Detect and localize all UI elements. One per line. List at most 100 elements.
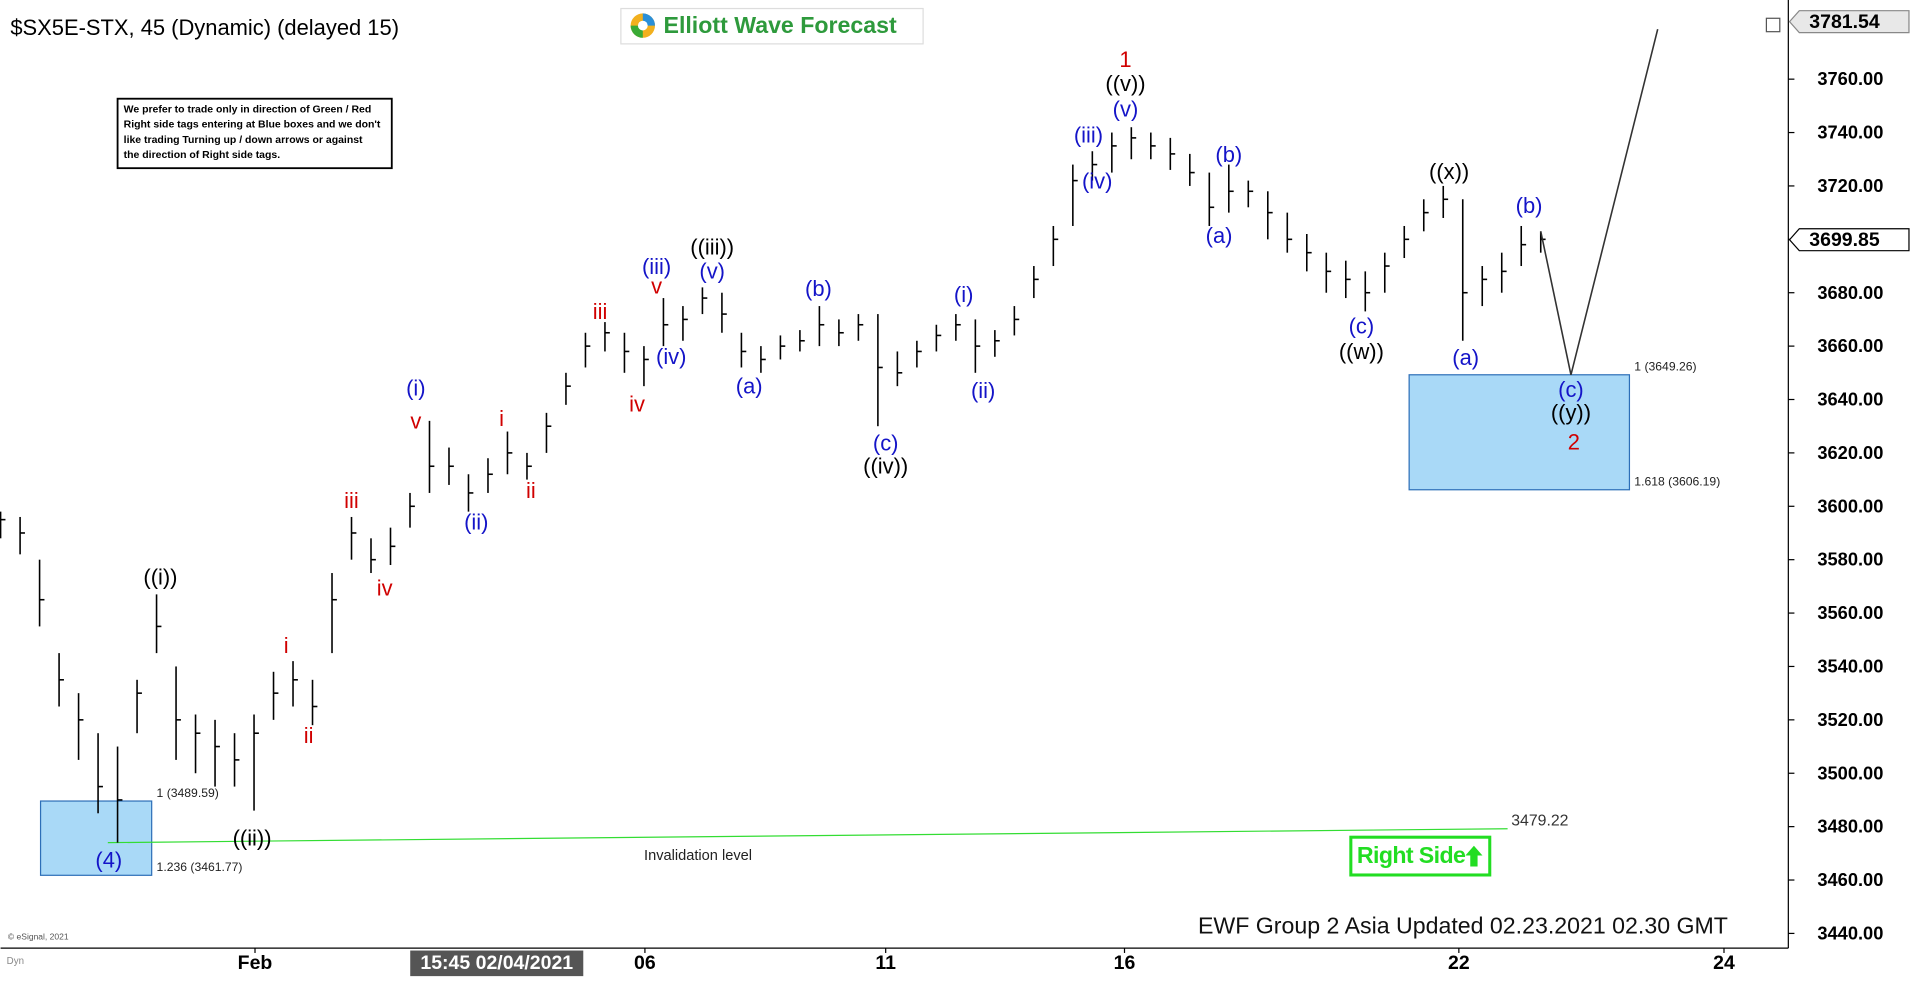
wave-label: (a)	[736, 373, 763, 398]
footer: EWF Group 2 Asia Updated 02.23.2021 02.3…	[1198, 912, 1728, 938]
wave-label: i	[499, 406, 504, 431]
x-tick-label: 06	[634, 952, 656, 974]
invalidation-value: 3479.22	[1511, 813, 1568, 830]
wave-label: i	[284, 633, 289, 658]
wave-label: 2	[1568, 429, 1580, 454]
high-label: 3781.54	[1809, 11, 1880, 33]
zone-label: 1 (3489.59)	[157, 786, 219, 800]
y-tick-label: 3760.00	[1817, 68, 1883, 89]
wave-label: (i)	[406, 376, 425, 401]
invalidation-label: Invalidation level	[644, 848, 752, 864]
wave-label: (c)	[1558, 377, 1584, 402]
wave-label: iv	[377, 576, 393, 601]
fib-zone	[39, 800, 153, 876]
logo-icon	[637, 20, 648, 31]
y-tick-label: 3740.00	[1817, 122, 1883, 143]
x-tick-label: 16	[1114, 952, 1136, 974]
logo: Elliott Wave Forecast	[620, 7, 924, 45]
note-line: We prefer to trade only in direction of …	[124, 104, 372, 115]
zone-label: 1.236 (3461.77)	[157, 860, 243, 874]
wave-label: iv	[629, 391, 645, 416]
note-box	[116, 97, 393, 170]
wave-label: ((i))	[143, 565, 177, 590]
x-tick-label: Feb	[238, 952, 273, 974]
y-tick-label: 3720.00	[1817, 175, 1883, 196]
crosshair-label: 15:45 02/04/2021	[420, 952, 573, 974]
up-arrow	[1465, 845, 1483, 867]
logo-text: Elliott Wave Forecast	[664, 12, 897, 38]
wave-label: ii	[304, 723, 314, 748]
x-tick-label: 22	[1448, 952, 1470, 974]
wave-label: v	[410, 409, 421, 434]
chart-title: $SX5E-STX, 45 (Dynamic) (delayed 15)	[10, 15, 399, 40]
wave-label: (ii)	[971, 378, 995, 403]
right-side-box	[1349, 835, 1492, 877]
wave-label: ((x))	[1429, 159, 1469, 184]
wave-label: ((y))	[1551, 400, 1591, 425]
wave-label: ((iv))	[863, 454, 908, 479]
wave-label: (v)	[699, 259, 725, 284]
y-tick-label: 3580.00	[1817, 549, 1883, 570]
wave-label: ((iii))	[690, 234, 734, 259]
wave-label: (c)	[873, 430, 899, 455]
wave-label: (a)	[1452, 345, 1479, 370]
y-tick-label: 3520.00	[1817, 709, 1883, 730]
fib-zone	[1408, 374, 1631, 491]
wave-label: (4)	[95, 847, 122, 872]
wave-label: v	[651, 273, 662, 298]
wave-label: (iv)	[1082, 169, 1112, 194]
wave-label: ((v))	[1105, 71, 1145, 96]
wave-label: iii	[344, 488, 359, 513]
zone-label: 1.618 (3606.19)	[1634, 475, 1720, 489]
y-tick-label: 3640.00	[1817, 389, 1883, 410]
wave-label: iii	[593, 299, 608, 324]
note-line: Right side tags entering at Blue boxes a…	[124, 120, 381, 131]
wave-label: (b)	[805, 276, 832, 301]
x-tick-label: 11	[875, 952, 896, 974]
wave-label: 1	[1119, 47, 1131, 72]
y-tick-label: 3460.00	[1817, 869, 1883, 890]
note: We prefer to trade only in direction of …	[124, 104, 381, 161]
y-tick-label: 3500.00	[1817, 762, 1883, 783]
wave-label: (iii)	[1074, 122, 1103, 147]
y-tick-label: 3540.00	[1817, 656, 1883, 677]
last-price-marker	[1788, 228, 1910, 252]
y-tick-label: 3440.00	[1817, 922, 1883, 943]
high-marker	[1788, 10, 1910, 34]
y-tick-label: 3680.00	[1817, 282, 1883, 303]
projection-line	[1539, 29, 1659, 375]
plot-area: 1 (3489.59) 1.236 (3461.77) 1 (3649.26) 1.6…	[0, 29, 1720, 876]
wave-label: (v)	[1113, 97, 1139, 122]
last-price-label: 3699.85	[1809, 229, 1880, 251]
logo-box	[620, 7, 924, 45]
y-tick-label: 3660.00	[1817, 335, 1883, 356]
badge: Dyn	[7, 956, 24, 967]
y-tick-label: 3600.00	[1817, 495, 1883, 516]
copyright: © eSignal, 2021	[8, 931, 69, 941]
wave-label: ((w))	[1339, 339, 1384, 364]
y-tick-label: 3480.00	[1817, 816, 1883, 837]
wave-label: (a)	[1206, 223, 1233, 248]
wave-label: (b)	[1516, 193, 1543, 218]
panel-icon	[1765, 17, 1781, 33]
wave-label: (iii)	[642, 254, 671, 279]
wave-label: (c)	[1349, 313, 1375, 338]
invalidation-line	[107, 828, 1508, 844]
y-tick-label: 3620.00	[1817, 442, 1883, 463]
wave-label: (ii)	[464, 510, 488, 535]
right-side-text: Right Side	[1357, 842, 1466, 868]
note-line: like trading Turning up / down arrows or…	[124, 135, 363, 146]
wave-label: (b)	[1215, 142, 1242, 167]
wave-label: ((ii))	[233, 826, 272, 851]
x-tick-label: 24	[1713, 952, 1735, 974]
wave-label: ii	[526, 478, 536, 503]
right-side-tag: Right Side	[1349, 835, 1492, 877]
crosshair-box	[410, 950, 584, 977]
wave-label: (iv)	[656, 344, 686, 369]
y-tick-label: 3560.00	[1817, 602, 1883, 623]
note-line: the direction of Right side tags.	[124, 150, 281, 161]
wave-label: (i)	[954, 282, 973, 307]
zone-label: 1 (3649.26)	[1634, 360, 1696, 374]
